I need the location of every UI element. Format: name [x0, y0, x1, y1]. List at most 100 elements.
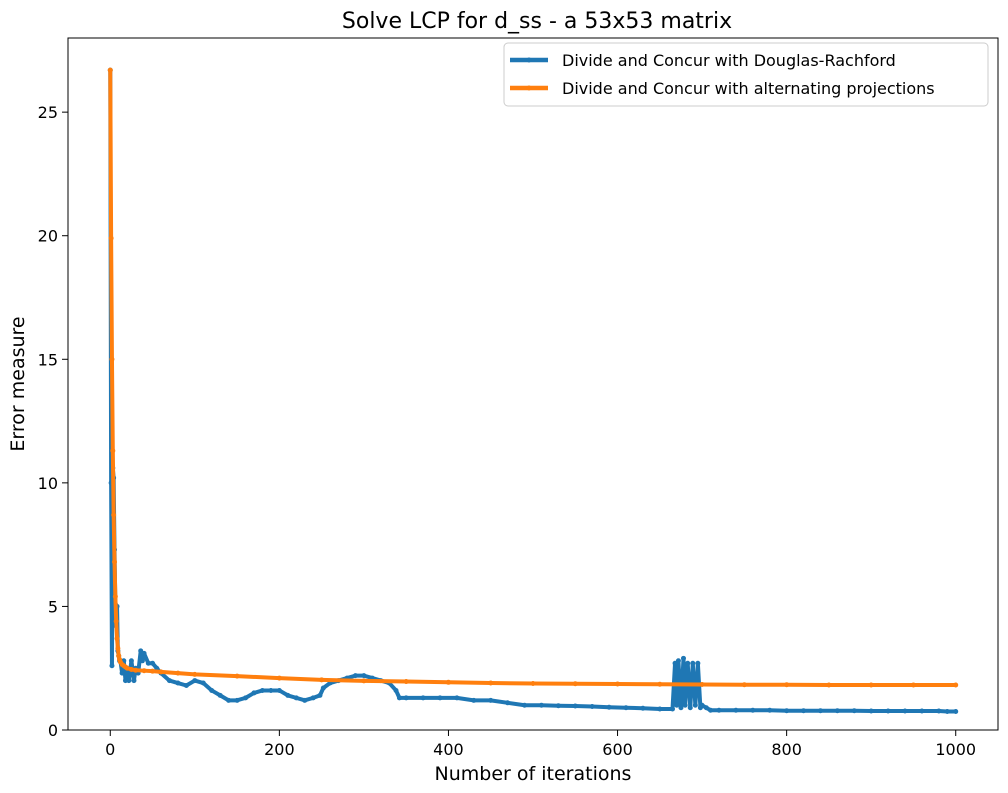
- data-point: [708, 707, 714, 713]
- data-point: [589, 704, 595, 710]
- x-axis: 0 200 400 600 800 1000: [105, 730, 976, 759]
- data-point: [115, 645, 121, 651]
- data-point: [572, 681, 578, 687]
- data-point: [131, 678, 137, 684]
- data-point: [678, 705, 684, 711]
- data-point: [133, 667, 139, 673]
- x-axis-label: Number of iterations: [435, 763, 632, 785]
- data-point: [687, 705, 693, 711]
- data-point: [317, 692, 323, 698]
- data-point: [108, 235, 114, 241]
- data-point: [276, 675, 282, 681]
- data-point: [445, 679, 451, 685]
- x-tick-label: 600: [602, 740, 633, 759]
- data-point: [910, 682, 916, 688]
- data-point: [119, 670, 125, 676]
- data-point: [150, 660, 156, 666]
- data-point: [623, 705, 629, 711]
- data-point: [530, 681, 536, 687]
- data-point: [141, 650, 147, 656]
- data-point: [784, 708, 790, 714]
- data-point: [175, 680, 181, 686]
- data-point: [505, 700, 511, 706]
- data-point: [320, 685, 326, 691]
- data-point: [259, 687, 265, 693]
- data-point: [944, 708, 950, 714]
- data-point: [674, 702, 680, 708]
- data-point: [234, 673, 240, 679]
- series-layer: [107, 67, 959, 714]
- data-point: [113, 618, 119, 624]
- data-point: [111, 512, 117, 518]
- data-point: [615, 681, 621, 687]
- data-point: [767, 707, 773, 713]
- data-point: [699, 682, 705, 688]
- data-point: [234, 697, 240, 703]
- data-point: [640, 705, 646, 711]
- data-point: [657, 706, 663, 712]
- data-point: [217, 692, 223, 698]
- data-point: [690, 660, 696, 666]
- data-point: [868, 708, 874, 714]
- data-point: [109, 663, 115, 669]
- data-point: [114, 636, 120, 642]
- data-point: [741, 682, 747, 688]
- data-point: [919, 708, 925, 714]
- legend-marker-alternating-projections: [526, 85, 532, 91]
- data-point: [192, 671, 198, 677]
- data-point: [112, 559, 117, 565]
- data-point: [817, 708, 823, 714]
- data-point: [139, 658, 145, 664]
- data-point: [209, 687, 215, 693]
- series-douglas-rachford-markers: [107, 67, 959, 714]
- data-point: [352, 673, 358, 679]
- data-point: [319, 677, 325, 683]
- data-point: [192, 678, 198, 684]
- data-point: [699, 702, 705, 708]
- data-point: [555, 703, 561, 709]
- data-point: [437, 695, 443, 701]
- data-point: [302, 697, 308, 703]
- y-tick-label: 20: [38, 227, 58, 246]
- y-tick-label: 25: [38, 103, 58, 122]
- series-alternating-projections-markers: [107, 67, 959, 688]
- data-point: [695, 660, 701, 666]
- legend-marker-douglas-rachford: [526, 57, 532, 63]
- data-point: [784, 682, 790, 688]
- data-point: [310, 695, 316, 701]
- data-point: [675, 658, 681, 664]
- legend-label-alternating-projections: Divide and Concur with alternating proje…: [562, 79, 935, 98]
- data-point: [268, 687, 274, 693]
- data-point: [107, 67, 113, 73]
- data-point: [243, 695, 249, 701]
- data-point: [703, 705, 709, 711]
- data-point: [124, 665, 130, 671]
- data-point: [112, 594, 118, 600]
- data-point: [361, 678, 367, 684]
- data-point: [834, 708, 840, 714]
- data-point: [488, 680, 494, 686]
- y-tick-label: 15: [38, 350, 58, 369]
- data-point: [110, 448, 116, 454]
- data-point: [293, 695, 299, 701]
- data-point: [657, 681, 663, 687]
- data-point: [902, 708, 908, 714]
- data-point: [692, 702, 698, 708]
- y-tick-label: 10: [38, 474, 58, 493]
- y-tick-label: 0: [48, 721, 58, 740]
- data-point: [680, 655, 686, 661]
- data-point: [750, 707, 756, 713]
- data-point: [128, 666, 134, 672]
- data-point: [361, 673, 367, 679]
- data-point: [868, 682, 874, 688]
- data-point: [733, 707, 739, 713]
- data-point: [141, 668, 147, 674]
- plot-area: [67, 37, 999, 731]
- x-tick-label: 1000: [935, 740, 976, 759]
- legend-label-douglas-rachford: Divide and Concur with Douglas-Rachford: [562, 51, 896, 70]
- data-point: [126, 678, 132, 684]
- data-point: [471, 697, 477, 703]
- legend: Divide and Concur with Douglas-Rachford …: [503, 42, 989, 107]
- x-tick-label: 400: [433, 740, 464, 759]
